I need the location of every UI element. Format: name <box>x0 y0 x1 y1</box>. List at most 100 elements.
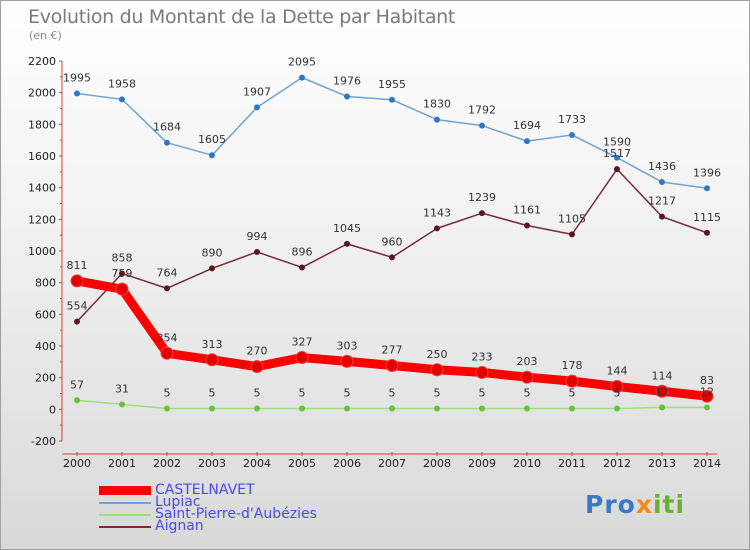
data-point-aignan <box>569 231 575 238</box>
data-label-saint-pierre-d-aubezies: 12 <box>700 385 714 398</box>
data-point-castelnavet <box>520 370 534 384</box>
data-point-saint-pierre-d-aubezies <box>524 405 530 412</box>
data-point-lupiac <box>209 152 215 159</box>
data-point-aignan <box>659 213 665 220</box>
data-point-aignan <box>704 229 710 236</box>
data-label-aignan: 890 <box>202 246 223 259</box>
proxiti-logo: Proxiti <box>585 490 685 519</box>
data-label-castelnavet: 83 <box>700 374 714 387</box>
data-label-castelnavet: 313 <box>202 338 223 351</box>
data-label-saint-pierre-d-aubezies: 5 <box>614 387 621 400</box>
data-label-lupiac: 2095 <box>288 56 316 69</box>
x-tick-label: 2010 <box>513 457 541 470</box>
data-point-aignan <box>164 285 170 292</box>
x-tick-label: 2008 <box>423 457 451 470</box>
data-label-lupiac: 1694 <box>513 119 541 132</box>
x-tick-label: 2003 <box>198 457 226 470</box>
x-tick-label: 2012 <box>603 457 631 470</box>
data-label-castelnavet: 203 <box>517 355 538 368</box>
data-label-saint-pierre-d-aubezies: 5 <box>524 387 531 400</box>
logo-part-3: iti <box>652 490 686 519</box>
data-label-castelnavet: 759 <box>112 267 133 280</box>
data-point-saint-pierre-d-aubezies <box>479 405 485 412</box>
data-point-saint-pierre-d-aubezies <box>389 405 395 412</box>
data-point-aignan <box>254 248 260 255</box>
legend-label-lupiac: Lupiac <box>155 494 201 510</box>
data-label-lupiac: 1733 <box>558 113 586 126</box>
data-label-aignan: 1143 <box>423 206 451 219</box>
data-point-aignan <box>434 225 440 232</box>
data-label-castelnavet: 233 <box>472 350 493 363</box>
data-point-castelnavet <box>340 354 354 368</box>
data-label-castelnavet: 303 <box>337 339 358 352</box>
data-point-lupiac <box>569 131 575 138</box>
data-label-lupiac: 1436 <box>648 160 676 173</box>
x-tick-label: 2011 <box>558 457 586 470</box>
legend-label-castelnavet: CASTELNAVET <box>155 482 255 498</box>
data-point-lupiac <box>299 74 305 81</box>
data-label-lupiac: 1907 <box>243 85 271 98</box>
data-label-castelnavet: 114 <box>652 369 673 382</box>
data-point-saint-pierre-d-aubezies <box>119 401 125 408</box>
y-tick-label: 1200 <box>28 213 56 226</box>
y-tick-label: 1000 <box>28 245 56 258</box>
data-label-aignan: 1105 <box>558 212 586 225</box>
data-label-saint-pierre-d-aubezies: 5 <box>344 387 351 400</box>
x-tick-label: 2004 <box>243 457 271 470</box>
data-label-lupiac: 1590 <box>603 136 631 149</box>
data-point-aignan <box>614 166 620 173</box>
data-point-castelnavet <box>430 363 444 377</box>
data-point-lupiac <box>659 178 665 185</box>
x-tick-label: 2014 <box>693 457 721 470</box>
data-label-lupiac: 1955 <box>378 78 406 91</box>
y-tick-label: 800 <box>35 277 56 290</box>
legend-swatch-castelnavet <box>99 486 151 495</box>
data-label-aignan: 554 <box>67 300 88 313</box>
data-label-aignan: 1239 <box>468 191 496 204</box>
data-point-saint-pierre-d-aubezies <box>74 397 80 404</box>
y-tick-label: 2000 <box>28 87 56 100</box>
logo-part-1: Pro <box>585 490 636 519</box>
data-label-aignan: 1115 <box>693 211 721 224</box>
data-label-aignan: 994 <box>247 230 268 243</box>
data-point-saint-pierre-d-aubezies <box>434 405 440 412</box>
legend-label-saint-pierre: Saint-Pierre-d'Aubézies <box>155 506 317 522</box>
data-point-castelnavet <box>700 389 714 403</box>
data-point-lupiac <box>524 138 530 145</box>
data-point-saint-pierre-d-aubezies <box>344 405 350 412</box>
data-point-lupiac <box>704 185 710 192</box>
legend-swatch-lupiac <box>99 502 151 504</box>
data-point-castelnavet <box>70 274 84 288</box>
x-tick-label: 2013 <box>648 457 676 470</box>
data-point-castelnavet <box>160 346 174 360</box>
data-label-lupiac: 1830 <box>423 98 451 111</box>
y-tick-label: 1800 <box>28 118 56 131</box>
data-point-lupiac <box>389 96 395 103</box>
data-label-saint-pierre-d-aubezies: 5 <box>299 387 306 400</box>
data-point-saint-pierre-d-aubezies <box>704 404 710 411</box>
data-point-saint-pierre-d-aubezies <box>209 405 215 412</box>
data-label-aignan: 1161 <box>513 204 541 217</box>
chart-subtitle: (en €) <box>29 29 62 42</box>
data-label-aignan: 1517 <box>603 147 631 160</box>
data-label-saint-pierre-d-aubezies: 5 <box>479 387 486 400</box>
data-label-lupiac: 1958 <box>108 77 136 90</box>
data-label-saint-pierre-d-aubezies: 31 <box>115 382 129 395</box>
data-label-lupiac: 1605 <box>198 133 226 146</box>
data-point-saint-pierre-d-aubezies <box>659 404 665 411</box>
data-point-saint-pierre-d-aubezies <box>164 405 170 412</box>
y-tick-label: 1400 <box>28 182 56 195</box>
data-label-lupiac: 1792 <box>468 104 496 117</box>
data-label-lupiac: 1976 <box>333 74 361 87</box>
data-point-saint-pierre-d-aubezies <box>299 405 305 412</box>
data-point-castelnavet <box>610 380 624 394</box>
data-point-aignan <box>119 270 125 277</box>
x-tick-label: 2007 <box>378 457 406 470</box>
x-tick-label: 2001 <box>108 457 136 470</box>
data-label-castelnavet: 144 <box>607 365 628 378</box>
legend-swatch-aignan <box>99 526 151 528</box>
data-point-saint-pierre-d-aubezies <box>254 405 260 412</box>
data-point-lupiac <box>164 139 170 146</box>
data-point-castelnavet <box>565 374 579 388</box>
